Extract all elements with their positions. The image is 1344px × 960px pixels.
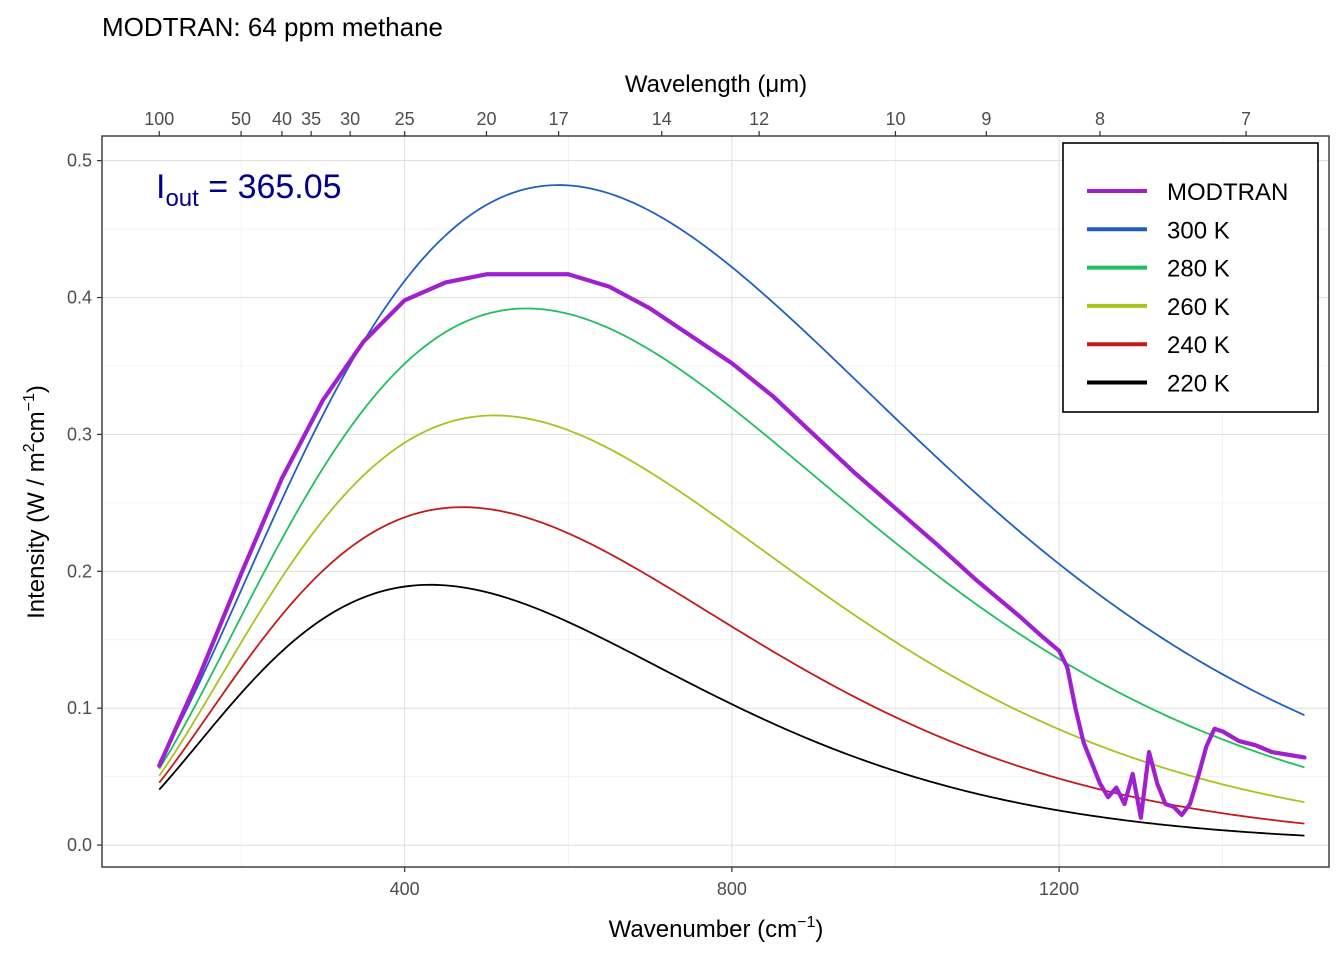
x2-tick-label: 40 [272,109,292,129]
series-line-280k [158,307,1305,770]
series-line-260k [158,414,1305,804]
x2-tick-label: 50 [231,109,251,129]
x2-axis-label: Wavelength (μm) [625,71,807,98]
x-axis-label-end: ) [815,916,823,943]
y-tick-label: 0.5 [67,151,92,171]
x2-tick-label: 17 [549,109,569,129]
legend-label: 260 K [1167,294,1230,321]
y-axis-label-mid: cm [23,411,50,443]
y-tick-label: 0.2 [67,561,92,581]
iout-label-eq: = [199,168,238,206]
y-axis-label-end: ) [23,385,50,393]
legend-label: MODTRAN [1167,179,1288,206]
y-tick-label: 0.3 [67,424,92,444]
x2-tick-label: 20 [476,109,496,129]
series-line-modtran [157,272,1307,820]
legend-label: 300 K [1167,217,1230,244]
x-tick-label: 800 [717,879,747,899]
x2-tick-label: 30 [340,109,360,129]
iout-annotation: Iout = 365.05 [156,168,342,212]
chart-title: MODTRAN: 64 ppm methane [102,12,443,42]
series-line-220k [158,583,1305,837]
iout-label-sub: out [165,185,199,212]
x-axis-label-text: Wavenumber (cm [609,916,797,943]
legend: MODTRAN 300 K 280 K 260 K 240 K 220 K [1062,142,1319,413]
y-tick-label: 0.0 [67,835,92,855]
x2-tick-label: 100 [144,109,174,129]
x-tick-label: 400 [390,879,420,899]
y-tick-label: 0.1 [67,698,92,718]
y-tick-label: 0.4 [67,288,92,308]
x-axis-label-sup: −1 [797,914,815,931]
x2-tick-label: 7 [1241,109,1251,129]
x-tick-label: 1200 [1039,879,1079,899]
y-axis-label-sup2: −1 [21,393,38,411]
x2-tick-label: 25 [395,109,415,129]
legend-box [1062,142,1319,413]
plot-panel [101,135,1330,868]
x2-tick-label: 35 [301,109,321,129]
x-axis-label: Wavenumber (cm−1) [609,914,824,943]
y-axis-label: Intensity (W / m2cm−1) [21,385,50,619]
x2-tick-label: 10 [885,109,905,129]
axis-ticks: 0.0 0.1 0.2 0.3 0.4 0.5 400 800 1200 100 50 40 35 30 2… [67,109,1251,899]
plot-lines [157,184,1307,837]
iout-label: I [156,168,165,206]
legend-label: 240 K [1167,332,1230,359]
iout-value: 365.05 [238,168,342,206]
y-axis-label-sup1: 2 [21,443,38,452]
legend-label: 220 K [1167,371,1230,398]
x2-tick-label: 14 [652,109,672,129]
y-axis-label-text: Intensity (W / m [23,452,50,619]
x2-tick-label: 12 [749,109,769,129]
x2-tick-label: 8 [1095,109,1105,129]
x2-tick-label: 9 [981,109,991,129]
legend-label: 280 K [1167,256,1230,283]
